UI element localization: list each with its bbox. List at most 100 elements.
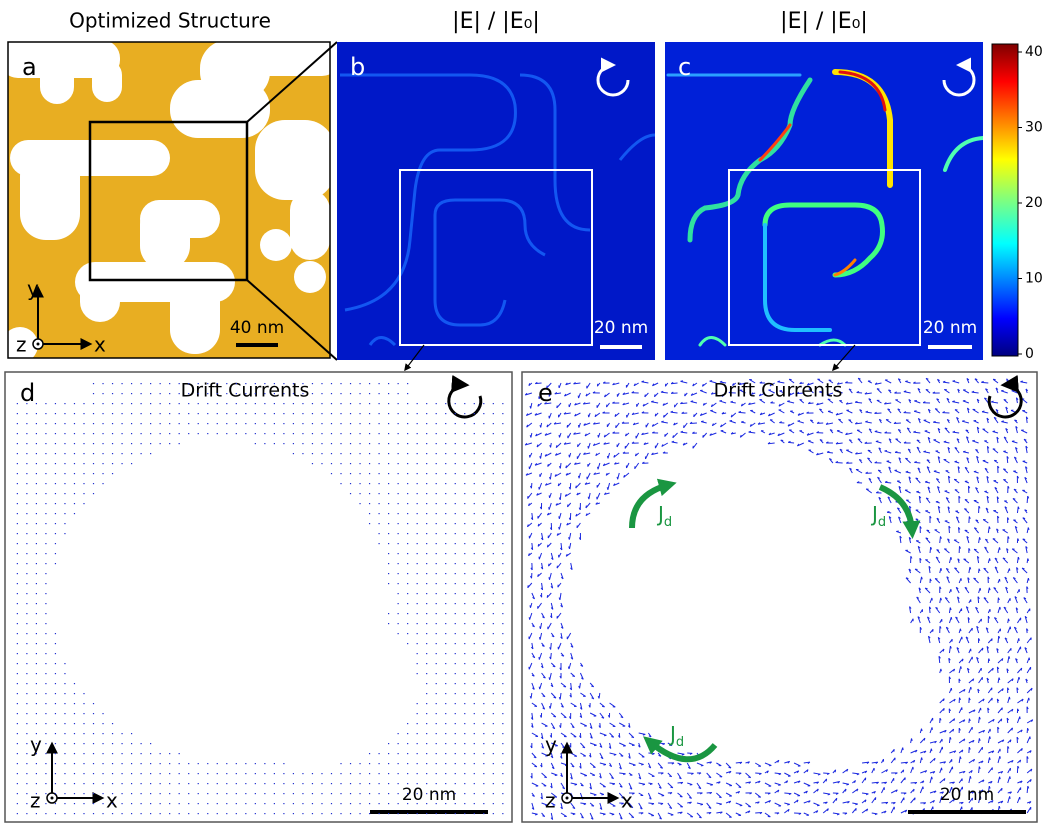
current-vector-head [942,411,945,414]
current-vector-head [971,390,975,393]
current-vector-head [1024,615,1028,619]
current-vector [426,573,428,575]
current-vector [426,433,428,435]
current-vector [483,693,485,695]
current-vector [806,432,814,436]
current-vector [426,403,428,405]
current-vector [492,723,494,725]
current-vector [997,688,1004,694]
current-vector [426,743,428,745]
current-vector [464,693,466,695]
current-vector [492,583,494,585]
current-vector [311,403,314,405]
current-vector [397,433,399,435]
current-vector [378,793,380,795]
current-vector [16,433,18,435]
current-vector-head [537,523,540,527]
current-vector [483,673,485,675]
current-vector [915,477,921,484]
current-vector-head [919,627,922,630]
current-vector [550,692,557,699]
current-vector [925,497,931,504]
current-vector-head [737,791,741,794]
current-vector [725,812,732,818]
current-vector-head [835,441,839,445]
current-vector [454,403,456,405]
current-vector-head [973,577,977,580]
current-vector [207,413,209,415]
current-vector-head [978,568,981,572]
current-vector [464,793,466,795]
current-vector-head [770,401,774,404]
current-vector [397,553,399,555]
current-vector-head [1029,779,1032,782]
current-vector-head [549,656,552,660]
current-vector-head [1011,708,1014,712]
current-vector [359,413,361,415]
current-vector [492,513,494,515]
current-vector [926,466,931,474]
current-vector-head [690,393,694,396]
current-vector [397,803,399,805]
current-vector [492,643,494,645]
current-vector [388,473,390,475]
current-vector [563,412,571,415]
current-vector-head [952,380,956,382]
current-vector [111,403,114,405]
current-vector-head [570,645,574,648]
current-vector [235,433,237,435]
current-vector [570,802,576,809]
current-vector [888,466,892,474]
current-vector [589,762,596,768]
current-vector-head [884,480,888,483]
current-vector [1014,596,1018,604]
field-map [665,42,983,360]
current-vector [997,787,1003,794]
current-vector [340,393,342,395]
current-vector-head [632,792,635,795]
current-vector [563,442,571,445]
current-vector-head [996,528,999,531]
current-vector-head [944,427,948,430]
current-vector [553,422,562,425]
current-vector [26,663,28,665]
current-vector-head [986,646,990,649]
current-vector [169,393,171,395]
current-vector-head [748,776,751,779]
current-vector [525,442,533,446]
current-vector [102,443,104,445]
current-vector [54,793,57,795]
current-vector [492,453,494,455]
current-vector [483,743,485,745]
current-vector-head [540,566,544,570]
current-vector [609,702,616,708]
current-vector [473,703,475,705]
current-vector [54,743,57,745]
current-vector [445,713,447,715]
current-vector-head [606,487,609,490]
current-vector [388,403,390,405]
current-vector [416,633,418,635]
current-vector-head [530,717,534,720]
current-vector-head [943,698,945,702]
current-vector [557,642,562,650]
current-vector [292,383,295,385]
current-vector [566,632,572,640]
current-vector-head [641,432,644,435]
current-vector [407,723,409,725]
current-vector-head [1020,667,1023,671]
current-vector [638,732,646,735]
current-vector [416,803,418,805]
current-vector [159,763,161,765]
current-vector [917,546,921,554]
current-vector [827,398,834,404]
current-vector [368,383,371,385]
current-vector-head [553,696,557,699]
current-vector-head [534,813,538,816]
current-vector-head [999,547,1001,550]
current-vector [559,692,562,700]
current-vector [1022,517,1028,524]
current-vector [397,523,399,525]
current-vector-head [1007,618,1010,622]
current-vector [435,573,437,575]
